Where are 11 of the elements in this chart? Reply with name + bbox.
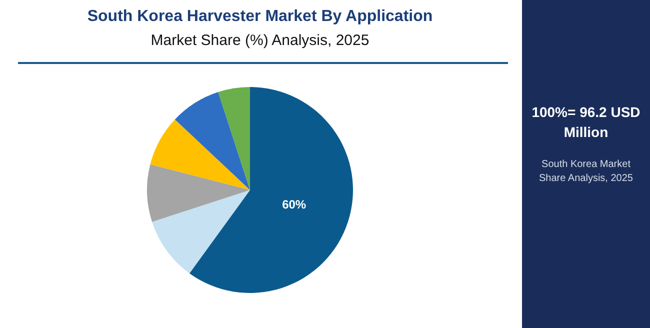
pie-slice	[218, 87, 250, 190]
chart-subtitle: Market Share (%) Analysis, 2025	[150, 32, 370, 49]
text: 100%= 96.2 USD Million	[530, 103, 642, 142]
pie-slice	[189, 87, 353, 293]
pie-slice	[152, 190, 250, 274]
text: South Korea Market Share Analysis, 2025	[538, 158, 634, 186]
pie-slice	[174, 92, 250, 190]
data-label: 60%	[282, 197, 306, 212]
pie-slice	[150, 119, 250, 190]
pie-slice	[147, 164, 250, 222]
chart-title: South Korea Harvester Market By Application	[86, 8, 434, 26]
